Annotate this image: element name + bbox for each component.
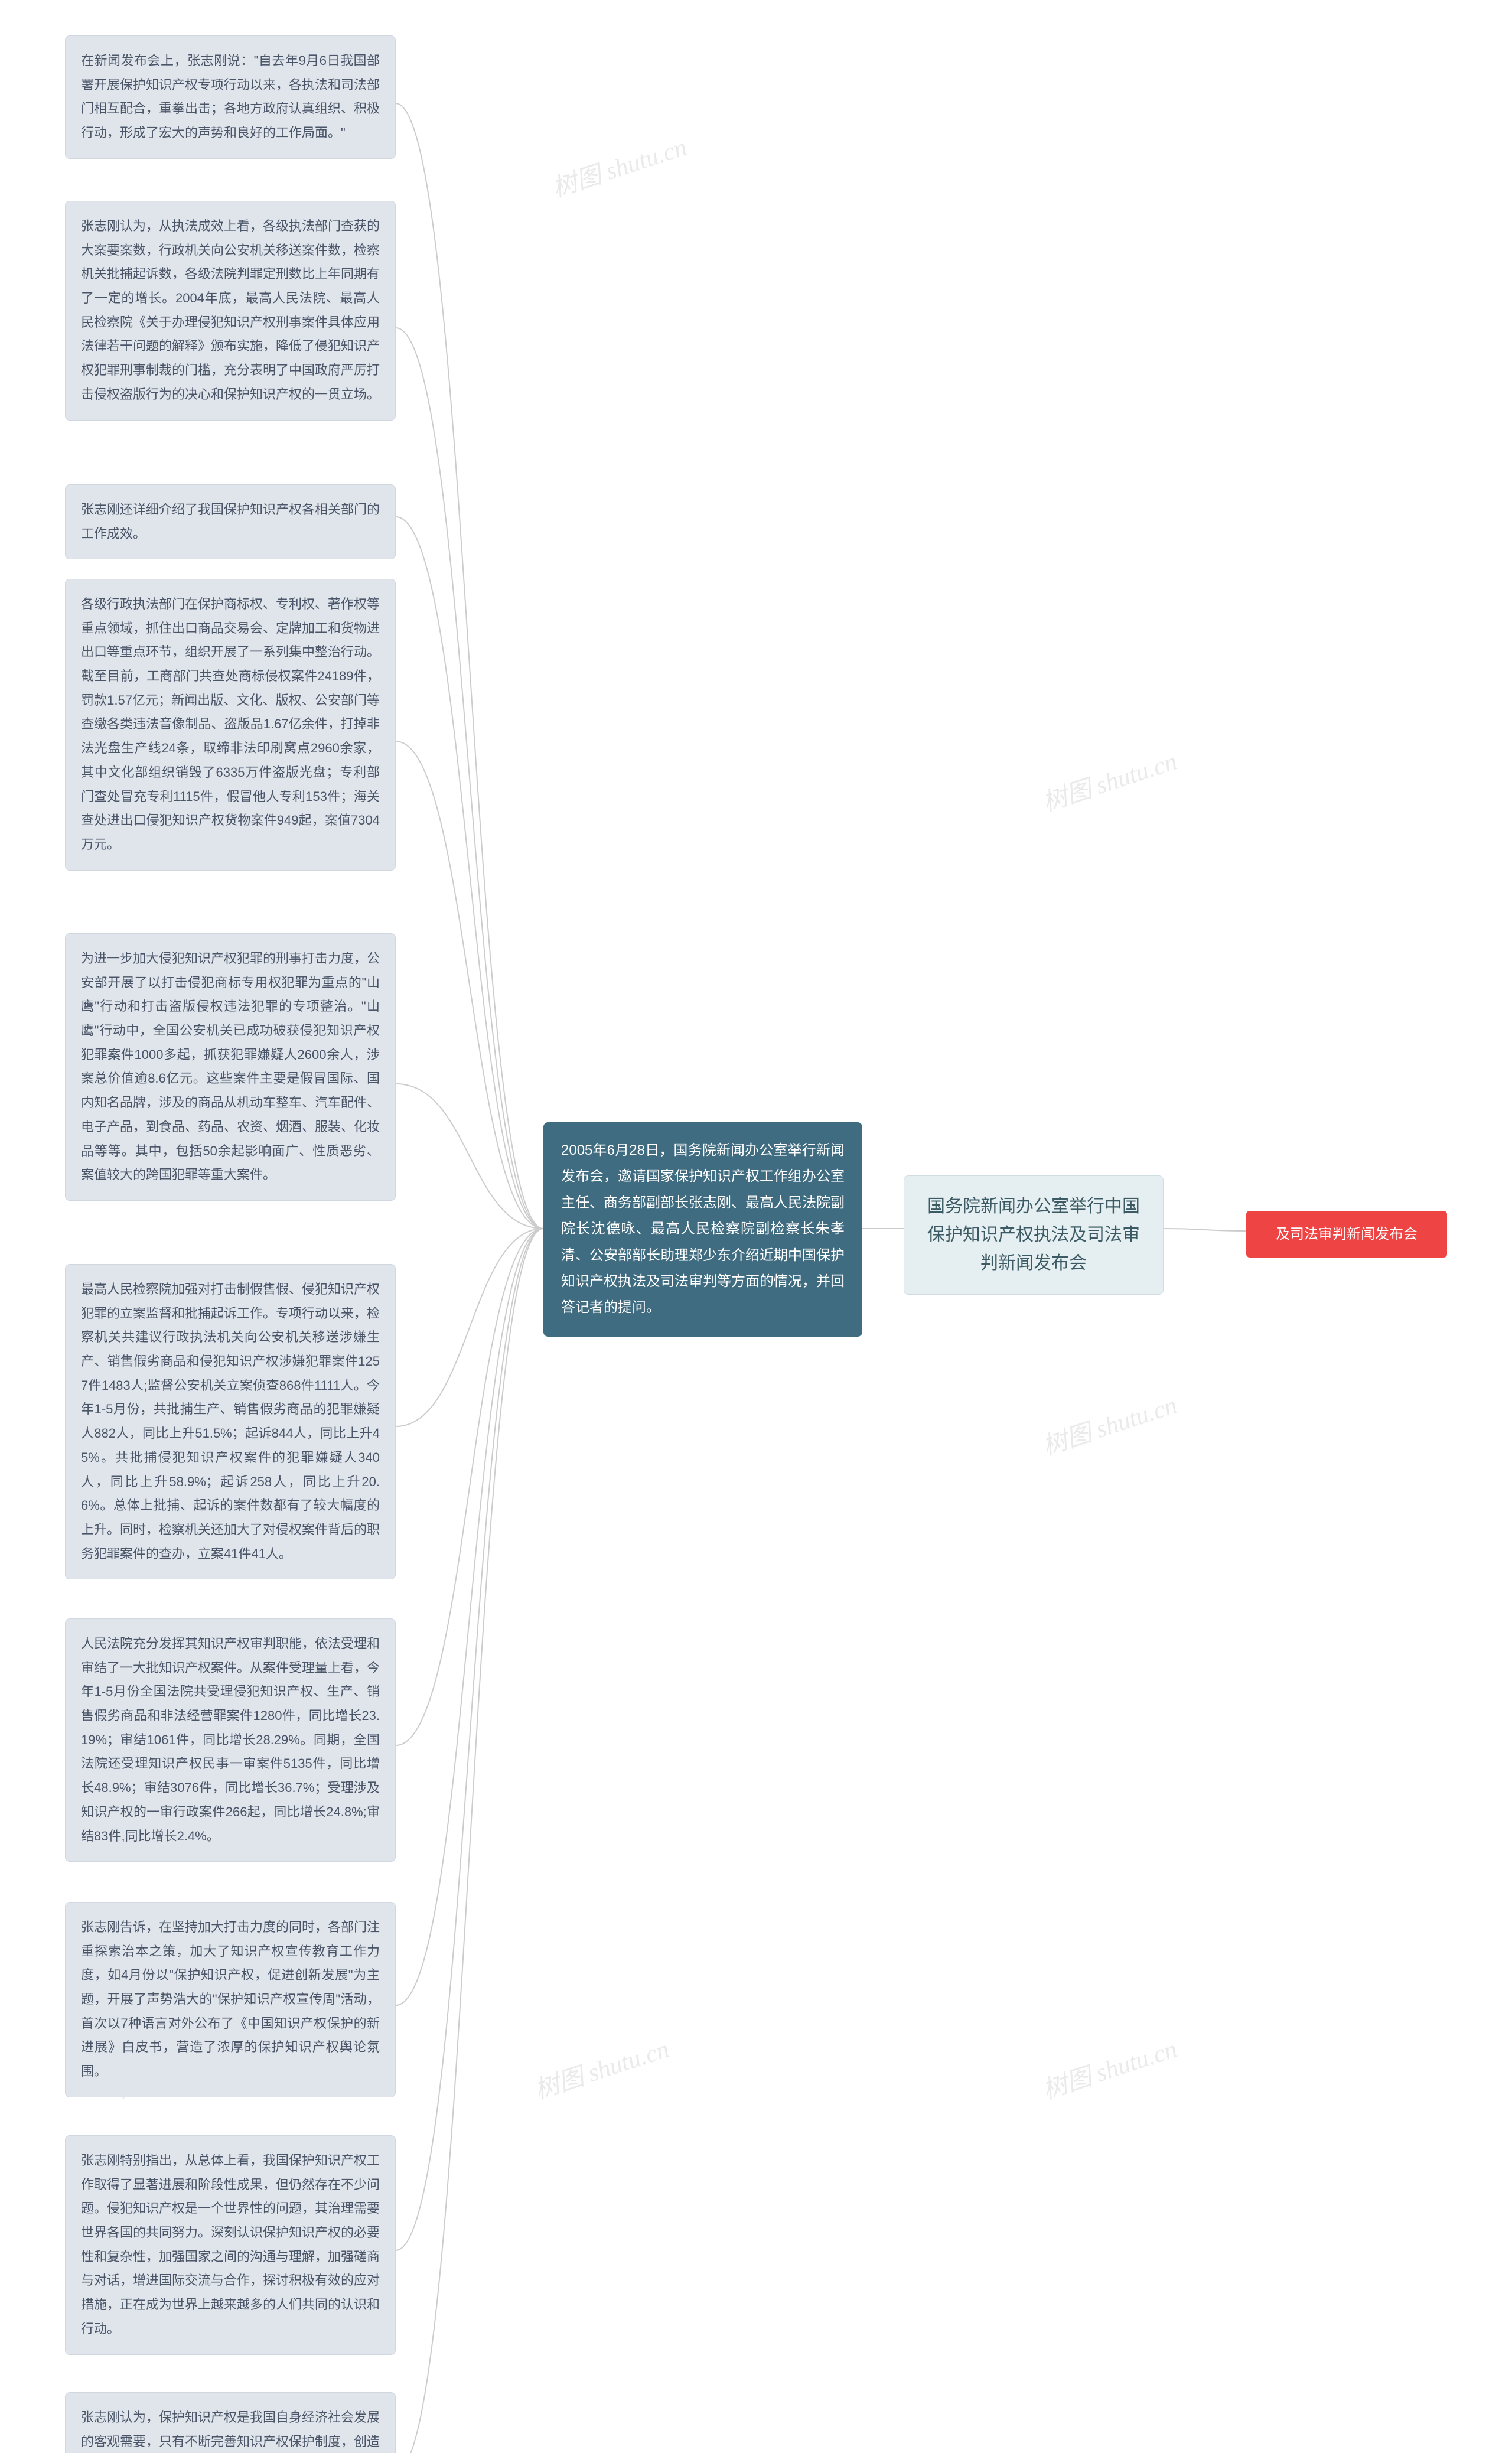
leaf-node[interactable]: 张志刚特别指出，从总体上看，我国保护知识产权工作取得了显著进展和阶段性成果，但仍… <box>65 2135 396 2355</box>
leaf-node[interactable]: 各级行政执法部门在保护商标权、专利权、著作权等重点领域，抓住出口商品交易会、定牌… <box>65 579 396 871</box>
leaf-node[interactable]: 张志刚还详细介绍了我国保护知识产权各相关部门的工作成效。 <box>65 484 396 559</box>
leaf-node[interactable]: 人民法院充分发挥其知识产权审判职能，依法受理和审结了一大批知识产权案件。从案件受… <box>65 1618 396 1862</box>
watermark: 树图 shutu.cn <box>547 127 690 204</box>
right-branch-node[interactable]: 及司法审判新闻发布会 <box>1246 1211 1447 1258</box>
leaf-node[interactable]: 在新闻发布会上，张志刚说："自去年9月6日我国部署开展保护知识产权专项行动以来，… <box>65 35 396 159</box>
watermark: 树图 shutu.cn <box>529 2029 673 2106</box>
mindmap-canvas: 树图 shutu.cn 树图 shutu.cn 树图 shutu.cn 树图 s… <box>0 0 1512 2453</box>
watermark: 树图 shutu.cn <box>1037 2029 1181 2106</box>
leaf-node[interactable]: 张志刚认为，保护知识产权是我国自身经济社会发展的客观需要，只有不断完善知识产权保… <box>65 2392 396 2453</box>
leaf-node[interactable]: 张志刚认为，从执法成效上看，各级执法部门查获的大案要案数，行政机关向公安机关移送… <box>65 201 396 421</box>
center-node[interactable]: 国务院新闻办公室举行中国保护知识产权执法及司法审判新闻发布会 <box>904 1175 1164 1295</box>
watermark: 树图 shutu.cn <box>1037 1385 1181 1462</box>
intro-node[interactable]: 2005年6月28日，国务院新闻办公室举行新闻发布会，邀请国家保护知识产权工作组… <box>543 1122 862 1337</box>
leaf-node[interactable]: 最高人民检察院加强对打击制假售假、侵犯知识产权犯罪的立案监督和批捕起诉工作。专项… <box>65 1264 396 1579</box>
leaf-node[interactable]: 张志刚告诉，在坚持加大打击力度的同时，各部门注重探索治本之策，加大了知识产权宣传… <box>65 1902 396 2097</box>
leaf-node[interactable]: 为进一步加大侵犯知识产权犯罪的刑事打击力度，公安部开展了以打击侵犯商标专用权犯罪… <box>65 933 396 1201</box>
watermark: 树图 shutu.cn <box>1037 741 1181 819</box>
